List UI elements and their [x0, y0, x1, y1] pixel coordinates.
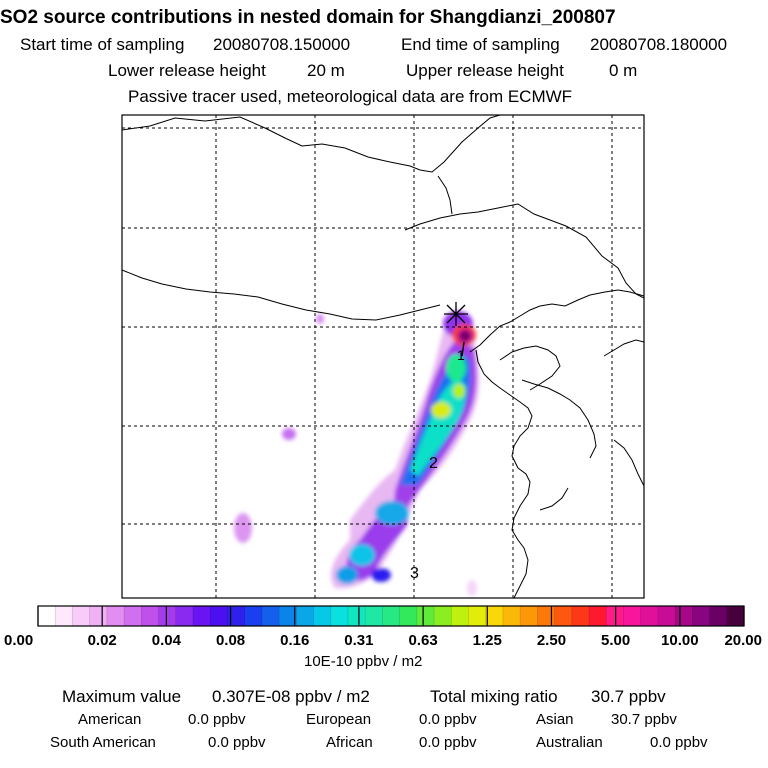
colorbar-ticks: 0.00 0.02 0.04 0.08 0.16 0.31 0.63 1.25 2.50 5.00…: [4, 606, 762, 649]
colorbar-swatch: [192, 606, 211, 626]
colorbar-swatch: [55, 606, 73, 626]
colorbar-tick-label: 0.00: [4, 632, 33, 649]
colorbar-swatch: [537, 606, 555, 626]
upper-height-label: Upper release height: [406, 61, 564, 80]
colorbar-swatch: [382, 606, 401, 626]
region-name: African: [326, 734, 373, 751]
lower-height-value: 20 m: [307, 61, 345, 80]
map-frame: [121, 114, 645, 599]
source-marker-icon: [444, 302, 468, 326]
colorbar-swatch: [554, 606, 573, 626]
colorbar-tick-label: 2.50: [537, 632, 566, 649]
colorbar: [37, 605, 745, 627]
region-name: South American: [50, 734, 156, 751]
lat-lon-grid: [122, 115, 644, 598]
end-time-value: 20080708.180000: [590, 35, 728, 54]
colorbar-tick-label: 10.00: [661, 632, 699, 649]
start-time-value: 20080708.150000: [213, 35, 351, 54]
chart-title: SO2 source contributions in nested domai…: [0, 7, 616, 28]
colorbar-tick-label: 0.04: [152, 632, 182, 649]
colorbar-swatch: [589, 606, 607, 626]
colorbar-swatch: [520, 606, 538, 626]
max-value: 0.307E-08 ppbv / m2: [212, 687, 370, 706]
colorbar-swatch: [89, 606, 108, 626]
colorbar-swatch: [210, 606, 228, 626]
colorbar-tick-label: 0.02: [88, 632, 117, 649]
start-time-label: Start time of sampling: [20, 35, 185, 54]
colorbar-swatch: [485, 606, 504, 626]
region-value: 0.0 ppbv: [650, 734, 708, 751]
colorbar-swatch: [244, 606, 263, 626]
colorbar-tick-label: 1.25: [473, 632, 502, 649]
region-value: 0.0 ppbv: [419, 711, 477, 728]
colorbar-swatch: [365, 606, 383, 626]
lower-height-label: Lower release height: [108, 61, 266, 80]
region-name: Asian: [536, 711, 574, 728]
colorbar-swatch: [72, 606, 91, 626]
region-value: 0.0 ppbv: [208, 734, 266, 751]
colorbar-swatch: [106, 606, 125, 626]
colorbar-swatch: [502, 606, 521, 626]
total-mixing-label: Total mixing ratio: [430, 687, 558, 706]
region-value: 30.7 ppbv: [611, 711, 677, 728]
max-value-label: Maximum value: [62, 687, 182, 706]
colorbar-swatch: [313, 606, 332, 626]
colorbar-tick-label: 0.63: [408, 632, 437, 649]
colorbar-swatch: [175, 606, 194, 626]
total-mixing-value: 30.7 ppbv: [591, 687, 666, 706]
colorbar-swatch: [709, 606, 728, 626]
colorbar-swatch: [468, 606, 487, 626]
colorbar-swatch: [330, 606, 349, 626]
tracer-plume: [234, 311, 479, 596]
upper-height-value: 0 m: [609, 61, 638, 80]
colorbar-swatch: [675, 606, 693, 626]
colorbar-swatch: [434, 606, 452, 626]
colorbar-swatch: [158, 606, 177, 626]
colorbar-tick-label: 0.08: [216, 632, 245, 649]
colorbar-swatch: [347, 606, 366, 626]
colorbar-swatch: [571, 606, 590, 626]
colorbar-swatch: [279, 606, 297, 626]
colorbar-swatch: [38, 606, 56, 626]
colorbar-tick-label: 0.31: [344, 632, 373, 649]
region-name: Australian: [536, 734, 603, 751]
colorbar-swatch: [416, 606, 435, 626]
colorbar-swatch: [692, 606, 710, 626]
colorbar-swatch: [640, 606, 659, 626]
region-name: American: [78, 711, 142, 728]
colorbar-swatch: [296, 606, 314, 626]
trajectory-marker-2: 2: [429, 455, 438, 472]
region-name: European: [306, 711, 372, 728]
colorbar-tick-label: 20.00: [724, 632, 762, 649]
colorbar-tick-label: 5.00: [601, 632, 630, 649]
trajectory-marker-3: 3: [410, 565, 419, 582]
colorbar-swatch: [124, 606, 142, 626]
colorbar-unit: 10E-10 ppbv / m2: [304, 653, 423, 670]
colorbar-swatch: [141, 606, 159, 626]
trajectory-marker-1: 1: [457, 347, 465, 363]
region-value: 0.0 ppbv: [188, 711, 246, 728]
end-time-label: End time of sampling: [401, 35, 560, 54]
colorbar-swatch: [726, 606, 745, 626]
colorbar-swatch: [451, 606, 469, 626]
colorbar-swatch: [261, 606, 280, 626]
colorbar-swatch: [623, 606, 642, 626]
colorbar-swatch: [227, 606, 246, 626]
colorbar-tick-label: 0.16: [280, 632, 309, 649]
colorbar-swatch: [399, 606, 418, 626]
region-value: 0.0 ppbv: [419, 734, 477, 751]
colorbar-swatch: [657, 606, 676, 626]
data-source-note: Passive tracer used, meteorological data…: [128, 87, 573, 106]
